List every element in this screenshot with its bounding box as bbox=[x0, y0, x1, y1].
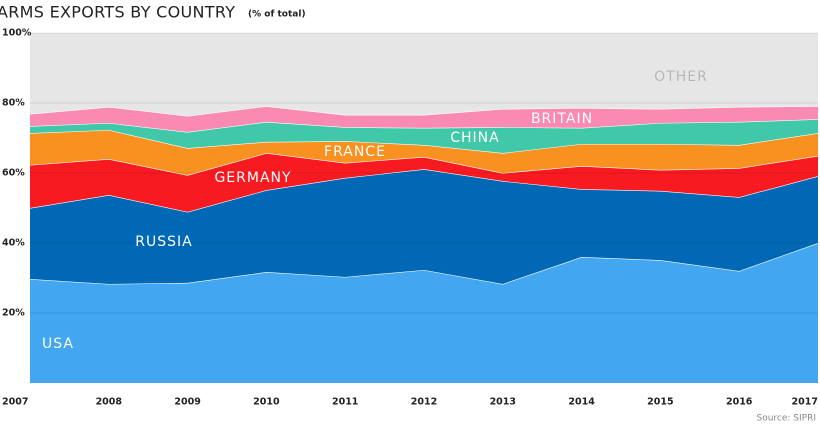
y-tick-label: 40% bbox=[2, 238, 25, 249]
area bbox=[30, 106, 818, 133]
series-label: USA bbox=[42, 336, 74, 352]
x-tick-label: 2009 bbox=[174, 397, 200, 408]
x-tick-label: 2017 bbox=[792, 397, 818, 408]
series-label: OTHER bbox=[654, 69, 708, 85]
area bbox=[30, 129, 818, 176]
chart-subtitle: (% of total) bbox=[248, 10, 306, 20]
area bbox=[30, 33, 818, 116]
x-tick-label: 2010 bbox=[253, 397, 280, 408]
x-tick-label: 2016 bbox=[726, 397, 753, 408]
x-tick-label: 2012 bbox=[411, 397, 437, 408]
series-label: GERMANY bbox=[214, 170, 291, 186]
y-tick-label: 20% bbox=[2, 308, 25, 319]
y-tick-label: 100% bbox=[2, 28, 32, 39]
x-tick-label: 2015 bbox=[647, 397, 673, 408]
x-tick-label: 2011 bbox=[332, 397, 358, 408]
y-tick-label: 80% bbox=[2, 98, 25, 109]
area bbox=[30, 119, 818, 154]
source: Source: SIPRI bbox=[756, 414, 816, 424]
series-label: CHINA bbox=[450, 130, 499, 146]
x-tick-label: 2013 bbox=[490, 397, 516, 408]
series-label: FRANCE bbox=[324, 144, 386, 160]
chart-title: ARMS EXPORTS BY COUNTRY bbox=[0, 3, 235, 22]
x-tick-label: 2008 bbox=[96, 397, 123, 408]
x-tick-label: 2014 bbox=[568, 397, 595, 408]
x-tick-label: 2007 bbox=[2, 397, 28, 408]
area bbox=[30, 169, 818, 284]
series-label: RUSSIA bbox=[135, 234, 192, 250]
series-label: BRITAIN bbox=[531, 111, 593, 127]
area bbox=[30, 153, 818, 212]
y-tick-label: 60% bbox=[2, 168, 25, 179]
